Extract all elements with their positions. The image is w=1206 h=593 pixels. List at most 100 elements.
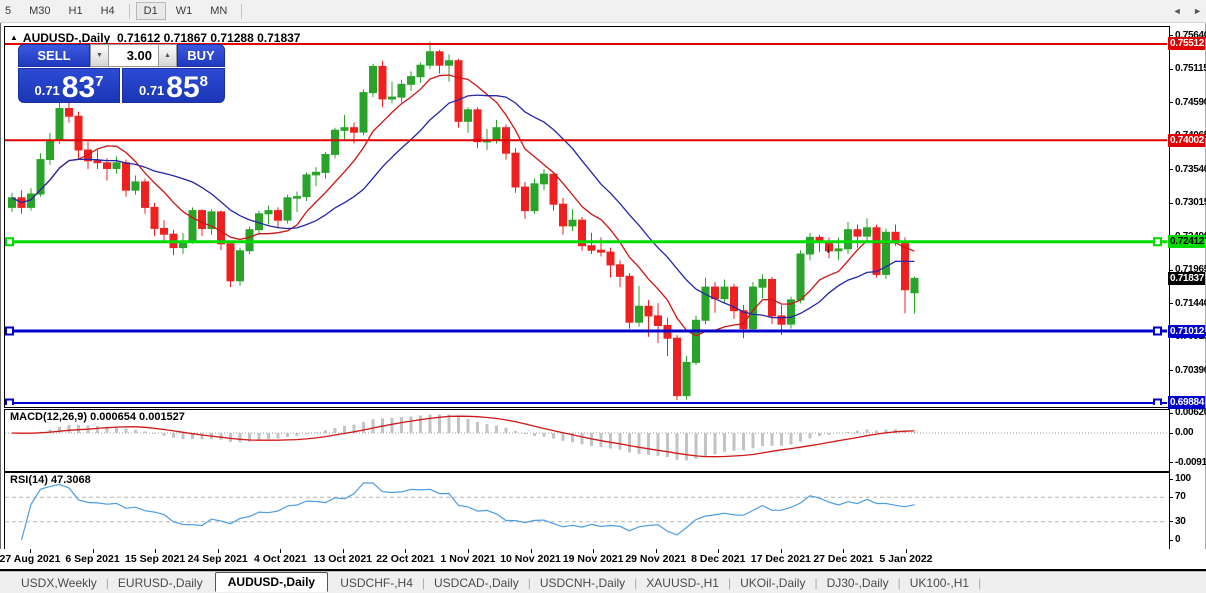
date-axis-tick [593, 549, 595, 553]
date-axis-label: 13 Oct 2021 [313, 553, 373, 565]
date-axis-label: 5 Jan 2022 [879, 553, 933, 565]
date-axis-tick [30, 549, 31, 553]
chart-tab-uk100-h1[interactable]: UK100-,H1 [909, 576, 970, 590]
buy-price-display[interactable]: 0.71 85 8 [122, 68, 225, 103]
sell-price-display[interactable]: 0.71 83 7 [18, 68, 120, 103]
price-level-label: 0.72412 [1168, 235, 1205, 249]
chart-tab-eurusd-daily[interactable]: EURUSD-,Daily [117, 576, 203, 590]
price-axis-tick-label: 0.74590 [1175, 96, 1206, 108]
timeframe-button-h4[interactable]: H4 [100, 5, 115, 17]
macd-current-values: 0.000654 0.001527 [90, 411, 185, 423]
chart-tab-usdcnh-daily[interactable]: USDCNH-,Daily [539, 576, 626, 590]
date-axis-label: 22 Oct 2021 [376, 553, 435, 565]
macd-indicator-panel[interactable] [4, 409, 1170, 472]
date-axis-tick [280, 549, 282, 553]
tab-separator: | [634, 576, 638, 590]
macd-label: MACD(12,26,9) 0.000654 0.001527 [10, 411, 185, 423]
date-axis-tick [217, 549, 219, 553]
tab-separator: | [814, 576, 818, 590]
candlestick-plot: ↓ [5, 41, 1167, 405]
rsi-plot [5, 482, 1167, 541]
chart-title: ▲ AUDUSD-,Daily 0.71612 0.71867 0.71288 0… [10, 31, 300, 45]
rsi-name: RSI(14) [10, 474, 48, 486]
date-axis-label: 15 Sep 2021 [125, 553, 186, 565]
price-axis-tick-label: 0.75115 [1175, 63, 1206, 75]
date-axis-label: 17 Dec 2021 [750, 553, 811, 565]
buy-button[interactable]: BUY [177, 44, 225, 67]
date-axis-label: 24 Sep 2021 [187, 553, 248, 565]
sell-button[interactable]: SELL [18, 44, 90, 67]
collapse-arrow-icon[interactable]: ▲ [10, 33, 18, 42]
timeframe-button-m30[interactable]: M30 [29, 5, 51, 17]
date-axis-tick [905, 549, 907, 553]
rsi-axis-tick [1169, 539, 1173, 541]
volume-decrease-button[interactable]: ▼ [90, 44, 109, 67]
chart-tab-usdchf-h4[interactable]: USDCHF-,H4 [340, 576, 413, 590]
price-axis-tick-label: 0.71965 [1175, 264, 1206, 276]
chart-ohlc-values: 0.71612 0.71867 0.71288 0.71837 [116, 31, 301, 45]
date-axis-label: 6 Sep 2021 [65, 553, 120, 565]
macd-axis-label: 0.00 [1175, 427, 1194, 438]
chart-tab-usdcad-daily[interactable]: USDCAD-,Daily [434, 576, 519, 590]
date-axis-tick [342, 549, 344, 553]
tab-separator: | [421, 576, 426, 590]
timeframe-button-h1[interactable]: H1 [68, 5, 83, 17]
tab-scroll-left-button[interactable]: ◄ [1172, 6, 1182, 16]
rsi-axis-tick [1169, 496, 1173, 498]
rsi-current-value: 47.3068 [50, 474, 91, 486]
rsi-axis-label: 0 [1175, 534, 1181, 545]
rsi-axis-label: 100 [1175, 473, 1191, 484]
price-level-label: 0.74002 [1168, 133, 1205, 147]
macd-axis-tick [1169, 432, 1173, 434]
chart-symbol-period: AUDUSD-,Daily [22, 31, 111, 45]
price-axis-tick-label: 0.71440 [1175, 297, 1206, 309]
timeframe-button-5[interactable]: 5 [5, 5, 12, 17]
chart-tab-audusd-daily[interactable]: AUDUSD-,Daily [214, 572, 329, 592]
rsi-label: RSI(14) 47.3068 [10, 474, 91, 486]
tab-separator: | [897, 576, 901, 590]
buy-price-prefix: 0.71 [138, 83, 165, 98]
rsi-axis-label: 30 [1175, 515, 1186, 527]
rsi-axis-tick [1169, 521, 1173, 523]
price-axis-tick [1169, 102, 1173, 104]
current-price-label: 0.71837 [1168, 271, 1205, 285]
tab-separator: | [105, 576, 109, 590]
window-bottom-border [0, 569, 1206, 571]
chart-tab-bar: USDX,Weekly | EURUSD-,Daily | AUDUSD-,Daily |… [0, 571, 1206, 593]
volume-increase-button[interactable]: ▲ [158, 44, 177, 67]
macd-axis-tick [1169, 412, 1173, 414]
chart-tab-dj30-daily[interactable]: DJ30-,Daily [826, 576, 889, 590]
chart-tab-xauusd-h1[interactable]: XAUUSD-,H1 [646, 576, 719, 590]
date-axis-tick [843, 549, 845, 553]
timeframe-button-mn[interactable]: MN [210, 5, 228, 17]
date-axis-tick [530, 549, 532, 553]
date-axis-label: 8 Dec 2021 [691, 553, 746, 565]
tab-scroll-right-button[interactable]: ► [1193, 6, 1202, 16]
price-axis-tick [1169, 202, 1173, 204]
price-axis-tick [1169, 35, 1173, 37]
price-level-label: 0.75512 [1168, 37, 1205, 51]
volume-input[interactable]: 3.00 [109, 44, 158, 67]
rsi-axis-label: 70 [1175, 491, 1186, 503]
macd-axis-tick [1169, 462, 1173, 464]
rsi-indicator-panel[interactable] [4, 472, 1170, 550]
tab-separator: | [527, 576, 531, 590]
sell-price-big: 83 [61, 71, 96, 104]
timeframe-button-w1[interactable]: W1 [175, 5, 193, 17]
chart-tab-usdx-weekly[interactable]: USDX,Weekly [21, 576, 97, 590]
price-axis-tick-label: 0.70390 [1175, 364, 1206, 376]
sell-price-pipette: 7 [95, 73, 104, 90]
chart-tab-ukoil-daily[interactable]: UKOil-,Daily [740, 576, 806, 590]
date-axis-tick [92, 549, 94, 553]
price-axis-tick [1169, 269, 1173, 271]
date-axis-label: 4 Oct 2021 [253, 553, 307, 565]
timeframe-button-d1[interactable]: D1 [135, 2, 166, 20]
price-axis-tick [1169, 169, 1173, 171]
price-axis-tick-label: 0.73540 [1175, 163, 1206, 175]
price-level-label: 0.71012 [1168, 324, 1205, 338]
date-axis-label: 1 Nov 2021 [440, 553, 496, 565]
date-axis-tick [780, 549, 782, 553]
svg-text:↓: ↓ [825, 241, 832, 256]
up-arrow-icon: ▲ [164, 52, 171, 59]
